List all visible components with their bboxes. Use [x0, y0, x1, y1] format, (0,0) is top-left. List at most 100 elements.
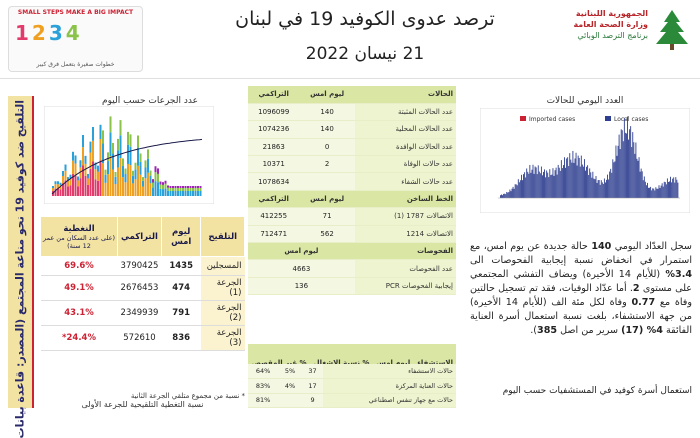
- cumulative-doses-line: [51, 138, 203, 195]
- daily-case-bar: [522, 180, 523, 198]
- daily-case-bar: [563, 165, 564, 198]
- dose-bar: [99, 139, 102, 161]
- mt-cell-today: 4663: [248, 259, 355, 278]
- dose-bar: [77, 180, 79, 187]
- daily-case-bar: [566, 158, 568, 198]
- dose-bar: [152, 187, 154, 196]
- daily-case-bar: [635, 142, 637, 198]
- daily-case-bar: [657, 188, 659, 198]
- dose-bar: [77, 186, 79, 196]
- daily-case-bar: [515, 184, 517, 198]
- dose-bar: [199, 188, 202, 191]
- daily-case-bar: [545, 177, 547, 198]
- daily-case-bar: [571, 162, 573, 198]
- ht-cell-c: 81%: [248, 393, 279, 408]
- daily-case-bar: [677, 182, 679, 198]
- daily-case-bar: [572, 150, 574, 198]
- vt-row-today: 474: [161, 275, 201, 301]
- daily-case-bar: [501, 194, 502, 198]
- dose-bar: [192, 188, 194, 191]
- dose-bar: [94, 179, 97, 196]
- vaccination-table: التلقيح ليوم امس التراكمي النغطية (على ع…: [39, 216, 245, 351]
- daily-case-bar: [608, 179, 610, 198]
- daily-case-bar: [594, 179, 596, 198]
- dose-bar: [132, 175, 134, 184]
- table-row: حالات مع جهاز تنفس اصطناعي 9 81%: [248, 393, 456, 408]
- daily-case-bar: [650, 186, 652, 198]
- daily-case-bar: [510, 191, 512, 198]
- report-date: 21 نيسان 2022: [305, 44, 425, 64]
- daily-case-bar: [560, 160, 562, 198]
- cases-table: الحالات ليوم امس التراكمي عدد الحالات ال…: [248, 86, 456, 296]
- ht-cell-label: حالات الاستشفاء: [323, 364, 456, 379]
- dose-bar: [104, 182, 107, 196]
- dose-bar: [159, 188, 162, 196]
- dose-bar: [77, 176, 79, 181]
- dose-bar: [189, 191, 192, 196]
- daily-case-bar: [511, 188, 513, 198]
- dose-bar: [109, 156, 112, 196]
- dose-bar: [109, 116, 112, 133]
- dose-bar: [119, 135, 122, 159]
- dose-bar: [114, 176, 117, 185]
- daily-case-bar: [538, 171, 540, 198]
- dose-bar: [182, 188, 184, 191]
- dose-bar: [89, 152, 92, 169]
- dose-bar: [79, 167, 82, 179]
- dose-bar: [124, 174, 127, 183]
- daily-case-bar: [514, 184, 516, 198]
- logo-tagline: SMALL STEPS MAKE A BIG IMPACT: [17, 9, 134, 16]
- daily-case-bar: [565, 167, 566, 198]
- daily-case-bar: [610, 168, 612, 198]
- dose-bar: [117, 167, 119, 196]
- dose-bar: [87, 173, 89, 179]
- daily-case-bar: [525, 177, 527, 198]
- ht-cell-a: 9: [302, 393, 324, 408]
- vt-header-coverage: النغطية (على عدد السكان من عمر 12 سنة): [39, 216, 119, 257]
- daily-case-bar: [561, 168, 563, 198]
- daily-case-bar: [647, 182, 648, 198]
- mt-cell-cum: 412255: [248, 207, 300, 226]
- mt-cell-today: 71: [299, 207, 355, 226]
- daily-case-bar: [653, 188, 655, 198]
- vt-row-coverage: 24.4%*: [40, 325, 118, 351]
- dose-bar: [89, 168, 92, 196]
- dose-bar: [164, 183, 167, 189]
- ht-cell-c: 64%: [248, 364, 279, 379]
- daily-case-bar: [639, 171, 641, 198]
- daily-case-bar: [529, 164, 531, 198]
- dose-bar: [182, 186, 184, 188]
- daily-case-bar: [591, 177, 593, 198]
- logo-num-4: 4: [65, 21, 80, 45]
- dose-bar: [59, 189, 62, 196]
- daily-case-bar: [530, 172, 532, 198]
- daily-case-bar: [623, 117, 625, 198]
- dose-bar: [134, 179, 137, 196]
- ht-cell-label: حالات مع جهاز تنفس اصطناعي: [323, 393, 456, 408]
- daily-case-bar: [559, 170, 561, 198]
- dose-bar: [104, 174, 107, 183]
- daily-case-bar: [528, 173, 530, 198]
- daily-case-bar: [539, 173, 541, 198]
- dose-bar: [164, 188, 167, 196]
- dose-bar: [124, 182, 127, 196]
- daily-case-bar: [643, 176, 645, 198]
- daily-case-bar: [567, 157, 569, 198]
- ministry-line-1: الجمهورية اللبنانية: [575, 9, 648, 18]
- dose-bar: [74, 163, 77, 176]
- daily-case-bar: [518, 182, 520, 198]
- dose-bar: [97, 171, 99, 181]
- daily-case-bar: [597, 180, 599, 198]
- dose-bar: [72, 151, 74, 161]
- table-row: عدد حالات الوفاة 2 10371: [248, 155, 456, 174]
- daily-case-bar: [592, 171, 594, 198]
- daily-case-bar: [613, 162, 615, 198]
- vt-header-coverage-label: النغطية: [63, 223, 95, 234]
- dose-bar: [159, 181, 162, 185]
- dose-bar: [129, 165, 132, 196]
- daily-case-bar: [564, 157, 565, 198]
- ministry-name: الجمهورية اللبنانية وزارة الصحة العامة ب…: [538, 8, 648, 41]
- daily-case-bar: [662, 186, 664, 198]
- daily-case-bar: [593, 178, 595, 198]
- mt-cell-label: الاتصالات 1214: [354, 225, 456, 244]
